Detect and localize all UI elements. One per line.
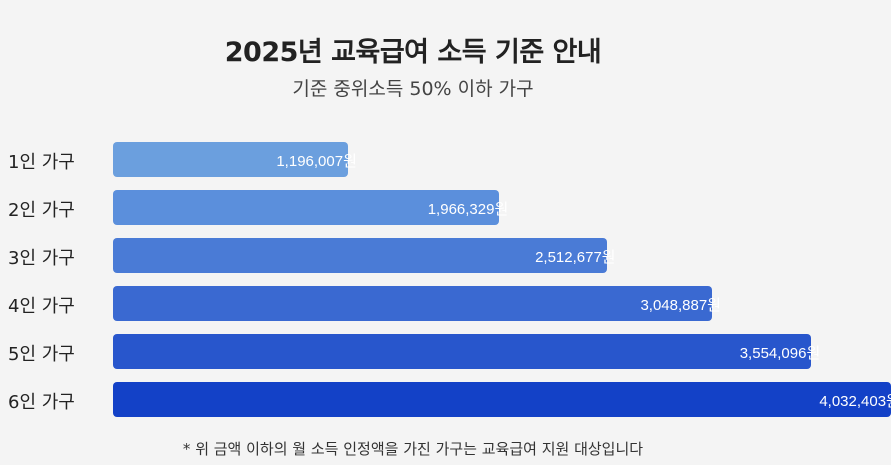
category-label: 4인 가구 [8, 296, 75, 317]
bar [113, 334, 812, 369]
data-label: 4,032,403원 [819, 393, 891, 410]
data-label: 1,196,007원 [276, 153, 357, 170]
category-label: 3인 가구 [8, 248, 75, 269]
category-label: 2인 가구 [8, 200, 75, 221]
category-label: 5인 가구 [8, 344, 75, 365]
chart-title: 2025년 교육급여 소득 기준 안내 [224, 37, 602, 68]
bar [113, 382, 891, 417]
data-label: 2,512,677원 [535, 249, 616, 266]
bar [113, 142, 348, 177]
bar [113, 238, 607, 273]
chart-subtitle: 기준 중위소득 50% 이하 가구 [292, 78, 534, 100]
category-label: 6인 가구 [8, 392, 75, 413]
data-label: 1,966,329원 [427, 201, 509, 218]
bar [113, 286, 713, 321]
data-label: 3,048,887원 [640, 297, 721, 314]
category-label: 1인 가구 [8, 152, 75, 173]
data-label: 3,554,096원 [739, 345, 821, 362]
footnote: * 위 금액 이하의 월 소득 인정액을 가진 가구는 교육급여 지원 대상입니… [182, 440, 644, 458]
bar [113, 190, 500, 225]
